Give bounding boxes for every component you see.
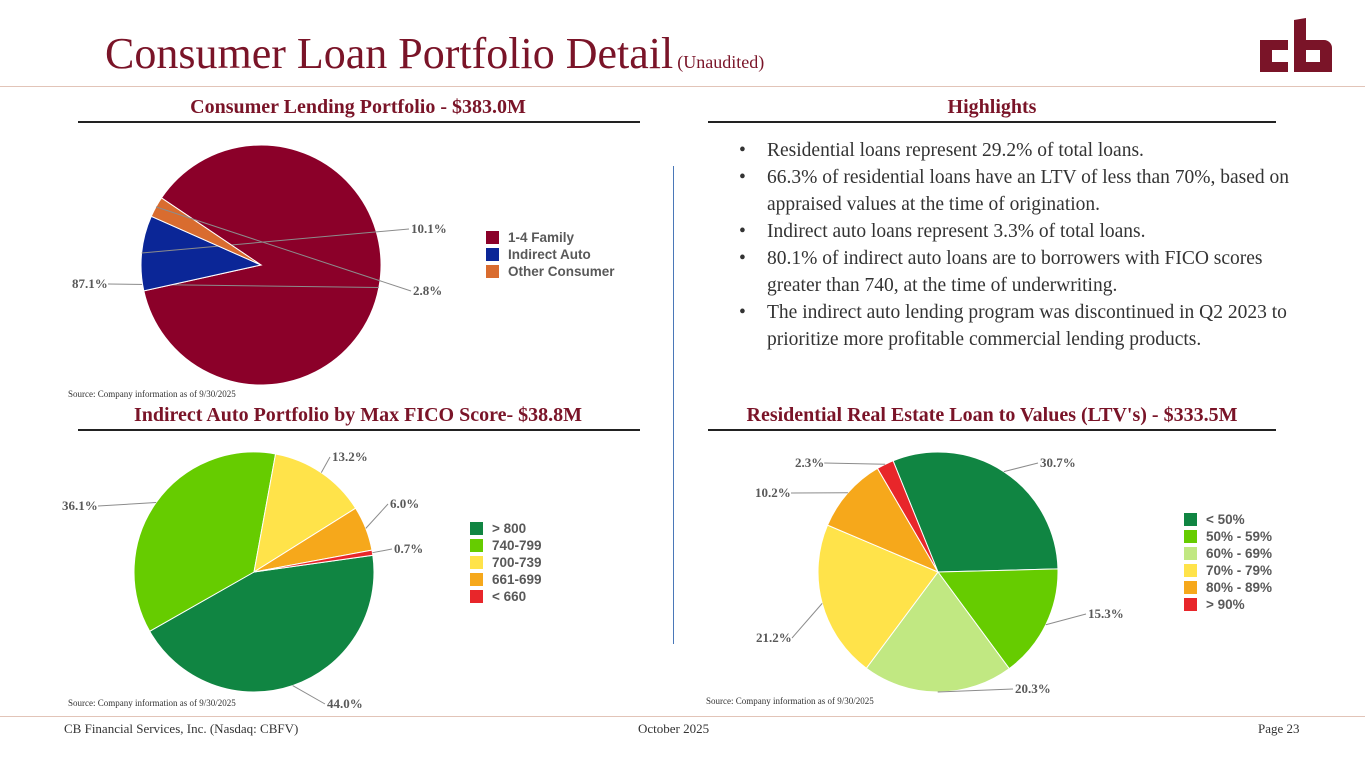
ltv-portfolio-heading: Residential Real Estate Loan to Values (… xyxy=(746,404,1238,426)
highlights-list: Residential loans represent 29.2% of tot… xyxy=(735,137,1295,353)
data-label: 0.7% xyxy=(394,541,423,556)
consumer-heading-rule xyxy=(78,121,640,123)
leader-line xyxy=(372,548,393,554)
leader-line xyxy=(824,462,886,465)
pie-slice xyxy=(253,453,357,574)
legend-label: 50% - 59% xyxy=(1206,529,1272,544)
page-subtitle: (Unaudited) xyxy=(677,52,765,72)
leader-line xyxy=(1045,613,1087,626)
legend-label: 1-4 Family xyxy=(508,230,575,245)
legend-swatch xyxy=(486,231,499,244)
leader-line xyxy=(791,603,823,639)
data-label: 87.1% xyxy=(72,276,108,291)
data-label: 10.1% xyxy=(411,221,447,236)
company-logo: cb xyxy=(1260,18,1332,72)
legend-label: 740-799 xyxy=(492,538,542,553)
legend-label: > 90% xyxy=(1206,597,1245,612)
pie-slice xyxy=(133,451,277,632)
leader-line xyxy=(97,502,157,507)
pie-slice xyxy=(826,467,940,574)
legend-swatch xyxy=(470,556,483,569)
data-label: 44.0% xyxy=(327,696,363,711)
legend-label: 661-699 xyxy=(492,572,542,587)
legend-label: Indirect Auto xyxy=(508,247,591,262)
legend-swatch xyxy=(486,265,499,278)
title-divider xyxy=(0,86,1365,87)
highlight-item: 66.3% of residential loans have an LTV o… xyxy=(735,164,1295,218)
data-label: 36.1% xyxy=(62,498,98,513)
leader-line xyxy=(141,228,410,254)
legend-label: 60% - 69% xyxy=(1206,546,1272,561)
footer-company: CB Financial Services, Inc. (Nasdaq: CBF… xyxy=(64,721,299,736)
highlights-heading: Highlights xyxy=(947,96,1037,118)
consumer-source-note: Source: Company information as of 9/30/2… xyxy=(68,389,236,399)
consumer-portfolio-heading: Consumer Lending Portfolio - $383.0M xyxy=(190,96,526,118)
legend-swatch xyxy=(470,522,483,535)
highlight-item: The indirect auto lending program was di… xyxy=(735,299,1295,353)
legend-label: < 660 xyxy=(492,589,526,604)
legend-swatch xyxy=(1184,530,1197,543)
data-label: 13.2% xyxy=(332,449,368,464)
legend-swatch xyxy=(470,573,483,586)
legend-swatch xyxy=(470,590,483,603)
legend-label: 70% - 79% xyxy=(1206,563,1272,578)
legend-label: Other Consumer xyxy=(508,264,615,279)
legend-label: 700-739 xyxy=(492,555,542,570)
legend-swatch xyxy=(470,539,483,552)
pie-slice xyxy=(148,554,375,693)
data-label: 15.3% xyxy=(1088,606,1124,621)
legend-swatch xyxy=(1184,513,1197,526)
leader-line xyxy=(155,206,412,292)
highlight-item: 80.1% of indirect auto loans are to borr… xyxy=(735,245,1295,299)
legend-swatch xyxy=(486,248,499,261)
leader-line xyxy=(292,685,326,705)
ltv-heading-rule xyxy=(708,429,1276,431)
fico-portfolio-heading: Indirect Auto Portfolio by Max FICO Scor… xyxy=(133,404,583,426)
highlights-heading-rule xyxy=(708,121,1276,123)
legend-swatch xyxy=(1184,598,1197,611)
data-label: 21.2% xyxy=(756,630,792,645)
highlight-item: Indirect auto loans represent 3.3% of to… xyxy=(735,218,1295,245)
pie-slice xyxy=(876,460,939,573)
page-title: Consumer Loan Portfolio Detail (Unaudited… xyxy=(105,29,765,78)
leader-line xyxy=(365,503,389,529)
legend-label: < 50% xyxy=(1206,512,1245,527)
data-label: 10.2% xyxy=(755,485,791,500)
legend-label: > 800 xyxy=(492,521,526,536)
footer-date: October 2025 xyxy=(638,721,710,736)
fico-source-note: Source: Company information as of 9/30/2… xyxy=(68,698,236,708)
data-label: 20.3% xyxy=(1015,681,1051,696)
data-label: 2.8% xyxy=(413,283,442,298)
pie-slice xyxy=(937,568,1059,670)
fico-heading-rule xyxy=(78,429,640,431)
legend-swatch xyxy=(1184,547,1197,560)
footer-divider xyxy=(0,716,1365,717)
pie-slice xyxy=(253,549,374,573)
vertical-divider xyxy=(673,166,674,644)
legend-label: 80% - 89% xyxy=(1206,580,1272,595)
data-label: 2.3% xyxy=(795,455,824,470)
legend-swatch xyxy=(1184,581,1197,594)
data-label: 30.7% xyxy=(1040,455,1076,470)
highlight-item: Residential loans represent 29.2% of tot… xyxy=(735,137,1295,164)
ltv-source-note: Source: Company information as of 9/30/2… xyxy=(706,696,874,706)
leader-line xyxy=(1003,462,1039,473)
pie-slice xyxy=(143,144,382,386)
data-label: 6.0% xyxy=(390,496,419,511)
leader-line xyxy=(320,456,331,473)
leader-line xyxy=(937,688,1014,693)
footer-page-number: Page 23 xyxy=(1258,721,1300,736)
legend-swatch xyxy=(1184,564,1197,577)
